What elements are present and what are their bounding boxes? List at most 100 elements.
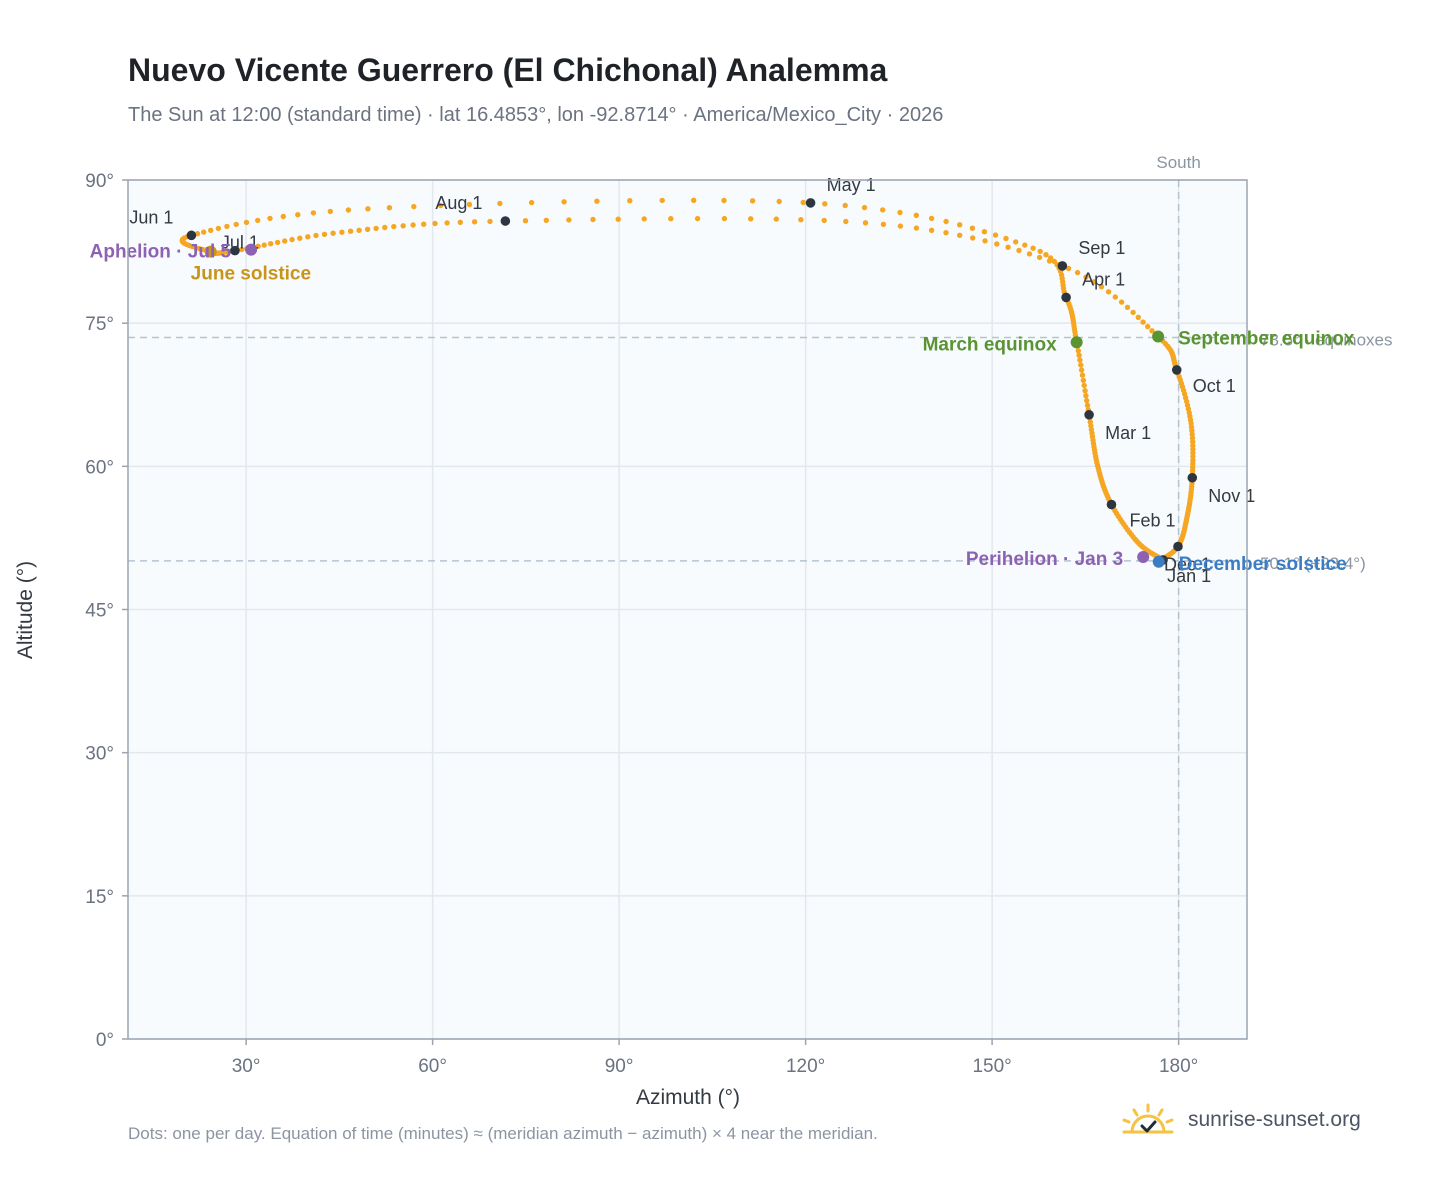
analemma-dot bbox=[861, 204, 868, 211]
analemma-dot bbox=[466, 201, 473, 208]
analemma-dot bbox=[356, 227, 362, 233]
analemma-dot bbox=[208, 227, 214, 233]
analemma-dot bbox=[330, 230, 336, 236]
analemma-dot bbox=[201, 229, 207, 235]
month-marker-dot bbox=[1084, 409, 1094, 420]
analemma-dot bbox=[880, 221, 887, 227]
analemma-dot bbox=[641, 216, 647, 222]
analemma-dot bbox=[274, 239, 281, 246]
event-marker-dot bbox=[1152, 330, 1165, 343]
y-axis-label: Altitude (°) bbox=[14, 561, 37, 659]
analemma-dot bbox=[1124, 304, 1131, 310]
analemma-dot bbox=[224, 223, 230, 230]
analemma-dot bbox=[862, 220, 869, 226]
analemma-dot bbox=[243, 219, 250, 226]
month-marker-label: Feb 1 bbox=[1129, 511, 1175, 531]
brand[interactable]: sunrise-sunset.org bbox=[1118, 1102, 1361, 1138]
analemma-dot bbox=[410, 222, 416, 228]
analemma-dot bbox=[1079, 372, 1086, 378]
analemma-dot bbox=[913, 212, 919, 218]
analemma-dot bbox=[1080, 377, 1087, 384]
analemma-dot bbox=[295, 212, 301, 218]
analemma-dot bbox=[1130, 309, 1136, 316]
analemma-dot bbox=[913, 225, 920, 231]
brand-label[interactable]: sunrise-sunset.org bbox=[1188, 1108, 1361, 1131]
analemma-dot bbox=[543, 217, 549, 223]
analemma-dot bbox=[233, 221, 239, 228]
analemma-dot bbox=[1005, 244, 1011, 250]
analemma-dot bbox=[821, 217, 827, 224]
analemma-dot bbox=[471, 219, 478, 225]
x-tick-label: 150° bbox=[972, 1056, 1011, 1077]
december-line-label: 50.1° (+23.4°) bbox=[1260, 554, 1366, 573]
analemma-dot bbox=[659, 197, 665, 204]
y-tick-label: 0° bbox=[96, 1030, 114, 1051]
analemma-dot bbox=[1076, 352, 1082, 358]
analemma-dot bbox=[566, 217, 572, 223]
analemma-dot bbox=[721, 215, 728, 222]
analemma-dot bbox=[321, 231, 328, 237]
footnote: Dots: one per day. Equation of time (min… bbox=[128, 1124, 878, 1143]
reference-lines: South 73.5° · equinoxes 50.1° (+23.4°) bbox=[128, 153, 1393, 1039]
event-marker-label: Perihelion · Jan 3 bbox=[966, 549, 1123, 570]
y-tick-label: 45° bbox=[85, 601, 114, 622]
analemma-dot bbox=[943, 218, 949, 225]
x-tick-label: 90° bbox=[605, 1056, 634, 1077]
equinox-line-label: 73.5° · equinoxes bbox=[1260, 330, 1393, 349]
event-markers: March equinox September equinox June solst… bbox=[90, 242, 1355, 575]
y-tick-label: 90° bbox=[85, 171, 114, 192]
analemma-dot bbox=[822, 201, 828, 207]
analemma-dot bbox=[561, 199, 567, 205]
analemma-dot bbox=[957, 232, 963, 238]
analemma-dot bbox=[280, 213, 286, 220]
analemma-dot bbox=[1081, 382, 1087, 389]
analemma-dot bbox=[267, 215, 273, 222]
analemma-dot bbox=[1084, 397, 1090, 404]
south-label: South bbox=[1156, 153, 1200, 172]
analemma-dot bbox=[590, 216, 596, 223]
analemma-dot bbox=[1065, 265, 1072, 272]
analemma-dot bbox=[444, 220, 450, 226]
event-marker-dot bbox=[1070, 336, 1083, 349]
analemma-dot bbox=[1026, 251, 1033, 257]
analemma-dot bbox=[798, 217, 804, 223]
analemma-dot bbox=[347, 228, 354, 234]
analemma-dot bbox=[1145, 323, 1151, 330]
event-marker-dot bbox=[1137, 551, 1150, 564]
analemma-dot bbox=[1036, 254, 1043, 261]
analemma-dot bbox=[994, 241, 1000, 247]
page-subtitle: The Sun at 12:00 (standard time) · lat 1… bbox=[128, 104, 944, 126]
analemma-dot bbox=[282, 238, 288, 244]
analemma-dot bbox=[691, 197, 697, 203]
analemma-dot bbox=[1022, 242, 1028, 248]
analemma-dot bbox=[365, 206, 371, 212]
x-tick-label: 120° bbox=[786, 1056, 825, 1077]
analemma-dot bbox=[1149, 328, 1155, 334]
analemma-dot bbox=[1098, 284, 1105, 290]
analemma-dot bbox=[800, 199, 806, 206]
y-tick-label: 75° bbox=[85, 314, 114, 335]
analemma-dot bbox=[749, 198, 756, 204]
analemma-dot bbox=[411, 203, 417, 210]
analemma-dot bbox=[382, 224, 388, 231]
analemma-dot bbox=[1037, 248, 1043, 255]
month-marker-dot bbox=[500, 216, 511, 226]
analemma-dot bbox=[487, 218, 493, 225]
month-marker-dot bbox=[1057, 261, 1068, 271]
analemma-dot bbox=[1016, 247, 1022, 254]
analemma-dot bbox=[339, 229, 345, 235]
event-marker-dot bbox=[1152, 555, 1165, 568]
analemma-dot bbox=[1030, 245, 1036, 251]
analemma-dot bbox=[1013, 239, 1019, 245]
analemma-dot bbox=[1083, 274, 1089, 280]
analemma-dot bbox=[1112, 294, 1119, 300]
analemma-dot bbox=[305, 234, 311, 240]
analemma-dot bbox=[239, 246, 245, 253]
analemma-dot bbox=[261, 242, 267, 248]
analemma-dot bbox=[400, 223, 406, 229]
month-marker-label: Jan 1 bbox=[1167, 566, 1211, 586]
analemma-dot bbox=[1140, 319, 1146, 325]
event-marker-dot bbox=[245, 243, 258, 256]
analemma-dot bbox=[957, 222, 963, 228]
